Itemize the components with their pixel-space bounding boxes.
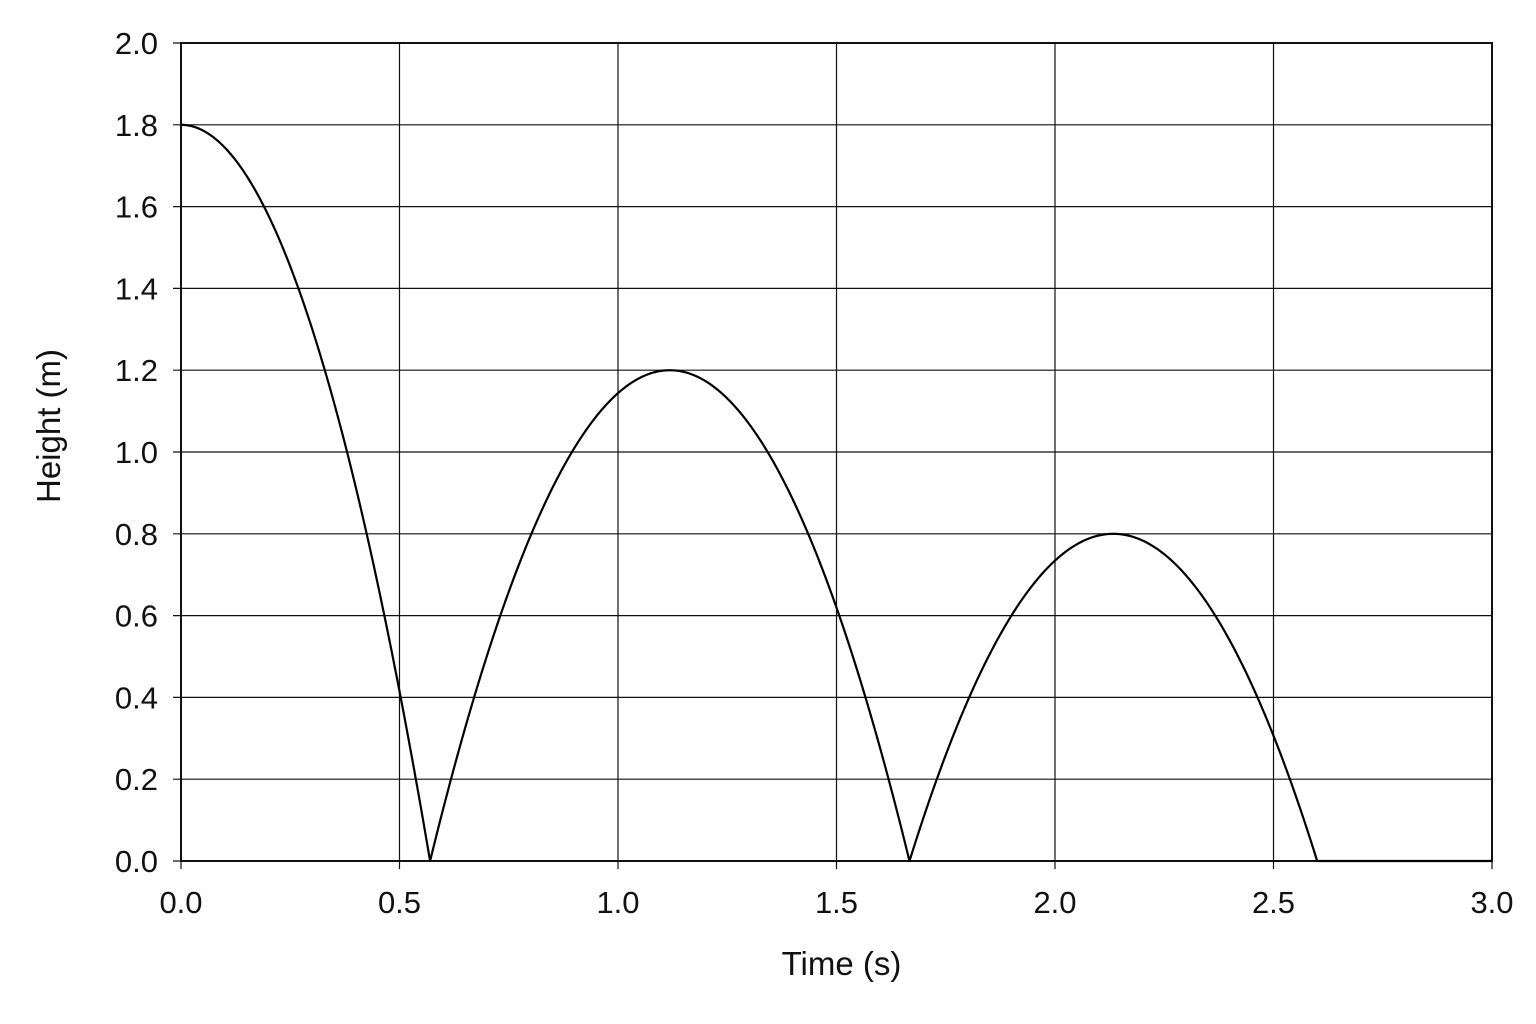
y-axis-title: Height (m): [30, 349, 67, 503]
y-tick-label: 1.6: [115, 190, 158, 225]
y-tick-labels: 0.0 0.2 0.4 0.6 0.8 1.0 1.2 1.4 1.6 1.8 2.0: [115, 26, 158, 879]
y-tick-label: 0.8: [115, 517, 158, 552]
x-tick-label: 2.5: [1252, 885, 1295, 920]
grid-layer: [173, 42, 1493, 869]
height-curve: [180, 123, 1492, 863]
x-tick-label: 3.0: [1470, 885, 1513, 920]
y-tick-label: 0.2: [115, 762, 158, 797]
y-tick-label: 1.2: [115, 353, 158, 388]
x-tick-label: 2.0: [1033, 885, 1076, 920]
y-tick-label: 1.8: [115, 108, 158, 143]
plot-frame: [180, 42, 1493, 862]
x-tick-label: 1.0: [596, 885, 639, 920]
y-tick-label: 0.0: [115, 844, 158, 879]
y-tick-label: 0.4: [115, 680, 158, 715]
y-tick-label: 0.6: [115, 599, 158, 634]
y-tick-label: 1.0: [115, 435, 158, 470]
x-tick-labels: 0.0 0.5 1.0 1.5 2.0 2.5 3.0: [159, 885, 1513, 920]
x-tick-label: 0.5: [378, 885, 421, 920]
x-axis-title: Time (s): [782, 945, 902, 982]
x-tick-label: 1.5: [815, 885, 858, 920]
y-tick-label: 2.0: [115, 26, 158, 61]
x-tick-label: 0.0: [159, 885, 202, 920]
y-tick-label: 1.4: [115, 271, 158, 306]
